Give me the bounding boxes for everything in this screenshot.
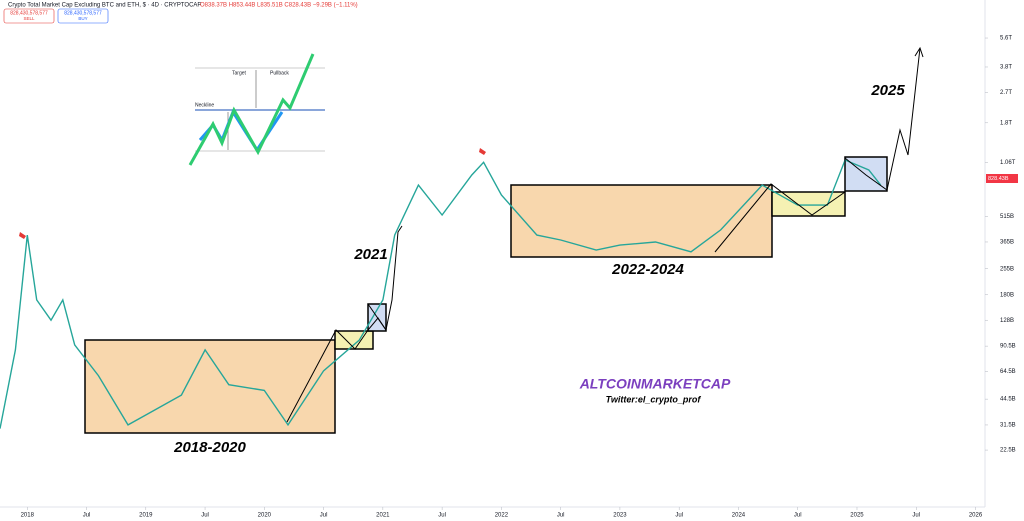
range-box [84, 339, 336, 434]
sell-label: SELL [23, 16, 35, 21]
annotation: 2021 [353, 246, 387, 263]
buy-price: 828,430,578,577 [64, 10, 102, 16]
y-tick-label: 22.5B [1000, 448, 1016, 454]
drawings [286, 46, 924, 423]
x-tick-label: 2019 [139, 513, 153, 519]
y-tick-label: 2.7T [1000, 90, 1012, 96]
x-tick-label: Jul [675, 513, 683, 519]
x-tick-label: Jul [794, 513, 802, 519]
x-tick-label: Jul [912, 513, 920, 519]
x-tick-label: 2023 [613, 513, 627, 519]
x-tick-label: 2018 [21, 513, 35, 519]
y-tick-label: 515B [1000, 214, 1014, 220]
annotation: 2018-2020 [173, 439, 246, 456]
trend-line [367, 225, 403, 332]
inset-label: Target [232, 70, 247, 76]
buy-label: BUY [78, 16, 87, 21]
x-tick-label: Jul [83, 513, 91, 519]
y-tick-label: 1.8T [1000, 120, 1012, 126]
trend-line [714, 47, 921, 253]
x-tick-label: Jul [201, 513, 209, 519]
x-tick-label: 2021 [376, 513, 390, 519]
x-tick-label: 2026 [969, 513, 983, 519]
annotation: Twitter:el_crypto_prof [606, 394, 702, 404]
ohlc: O838.37B H853.44B L835.51B C828.43B −9.2… [200, 3, 358, 9]
x-tick-label: Jul [438, 513, 446, 519]
sell-price: 828,430,578,577 [10, 10, 48, 16]
y-tick-label: 31.5B [1000, 423, 1016, 429]
x-tick-label: Jul [320, 513, 328, 519]
y-tick-label: 128B [1000, 318, 1014, 324]
pattern-line [188, 53, 315, 166]
y-tick-label: 64.5B [1000, 369, 1016, 375]
y-tick-label: 3.8T [1000, 65, 1012, 71]
inset [105, 38, 408, 167]
range-box [334, 330, 374, 350]
y-tick-label: 90.5B [1000, 344, 1016, 350]
annotation: 2025 [870, 82, 905, 99]
annotation: ALTCOINMARKETCAP [579, 376, 731, 392]
price-tag [986, 174, 1018, 183]
y-tick-label: 180B [1000, 292, 1014, 298]
x-tick-label: 2022 [495, 513, 509, 519]
arrow-head [914, 46, 924, 58]
y-tick-label: 5.6T [1000, 36, 1012, 42]
price-label: 828.43B [988, 176, 1009, 182]
y-tick-label: 44.5B [1000, 397, 1016, 403]
price-line [0, 159, 882, 429]
y-tick-label: 255B [1000, 266, 1014, 272]
buy-button[interactable] [57, 8, 109, 24]
plot [0, 159, 882, 429]
inset-label: Pullback [270, 70, 289, 76]
range-box [510, 184, 773, 258]
y-tick-label: 1.06T [1000, 160, 1016, 166]
x-tick-label: 2024 [732, 513, 746, 519]
inset-label: Neckline [195, 102, 214, 108]
chart-title: Crypto Total Market Cap Excluding BTC an… [8, 3, 201, 9]
annotation: 2022-2024 [611, 261, 684, 278]
x-tick-label: Jul [557, 513, 565, 519]
sell-button[interactable] [3, 8, 55, 24]
y-tick-label: 365B [1000, 240, 1014, 246]
x-tick-label: 2025 [850, 513, 864, 519]
x-tick-label: 2020 [258, 513, 272, 519]
